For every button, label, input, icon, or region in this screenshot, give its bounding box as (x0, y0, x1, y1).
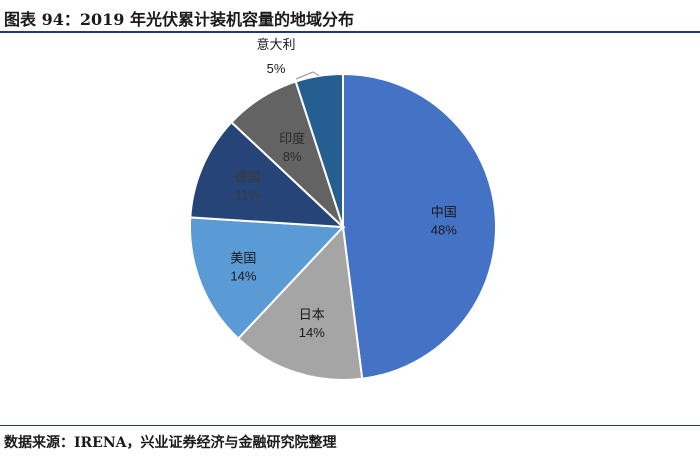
slice-value-1: 48% (431, 223, 457, 238)
slice-value-6: 5% (267, 61, 286, 76)
slice-label-4: 德国 (235, 170, 261, 185)
pie-labels: 中国 48% 日本 14% 美国 14% 德国 11% 印度 8% 意大利 5% (230, 37, 457, 340)
slice-value-3: 14% (230, 268, 256, 283)
pie-slice-6 (294, 72, 344, 228)
slice-label-2: 日本 (299, 307, 325, 322)
figure-title: 图表 94：2019 年光伏累计装机容量的地域分布 (4, 10, 354, 29)
slice-label-5: 印度 (279, 131, 305, 146)
pie-slice-1 (342, 72, 497, 380)
source-note: 数据来源：IRENA，兴业证券经济与金融研究院整理 (4, 435, 337, 451)
slice-value-4: 11% (235, 188, 260, 203)
source-divider (0, 425, 700, 426)
leader-line-6 (295, 71, 320, 80)
pie-slice-3 (189, 216, 346, 340)
slice-value-5: 8% (283, 149, 302, 164)
pie-slice-2 (236, 224, 364, 381)
pie-slices (189, 72, 497, 381)
title-divider (0, 31, 700, 33)
slice-label-1: 中国 (431, 205, 457, 220)
slice-value-2: 14% (299, 325, 325, 340)
slice-label-3: 美国 (230, 250, 256, 265)
slice-label-6: 意大利 (256, 37, 295, 52)
pie-slice-4 (189, 120, 346, 229)
pie-leader-lines (295, 71, 320, 80)
